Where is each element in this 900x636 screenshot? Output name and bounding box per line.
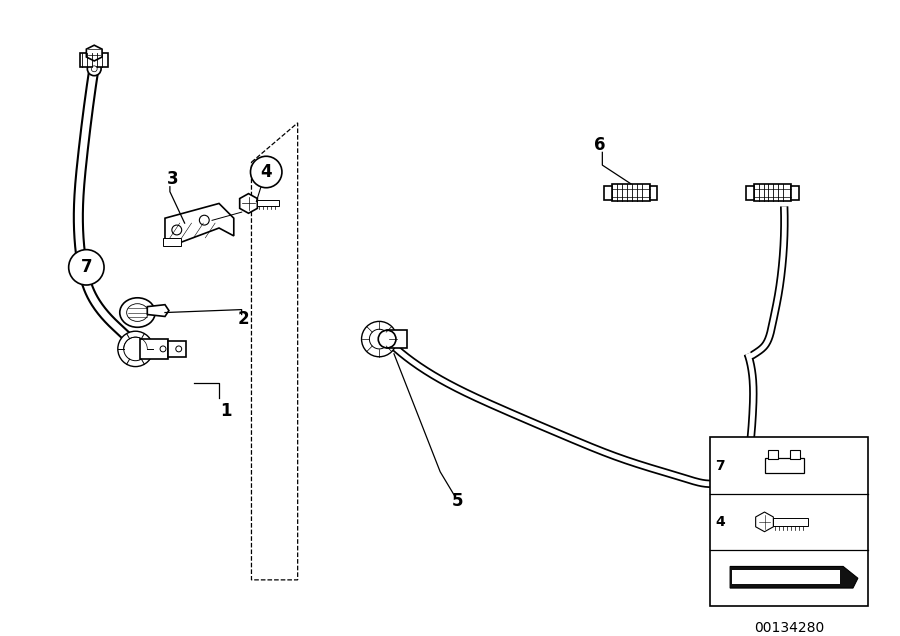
- Circle shape: [172, 225, 182, 235]
- Bar: [387, 330, 407, 348]
- Bar: [650, 186, 657, 200]
- Polygon shape: [165, 204, 234, 243]
- Bar: [140, 339, 168, 359]
- Bar: [790, 450, 800, 459]
- Bar: [746, 186, 753, 200]
- Text: 00134280: 00134280: [754, 621, 824, 635]
- Circle shape: [176, 346, 182, 352]
- Circle shape: [200, 215, 209, 225]
- Circle shape: [160, 346, 166, 352]
- Text: 4: 4: [260, 163, 272, 181]
- Bar: [753, 184, 791, 202]
- Circle shape: [362, 321, 397, 357]
- Polygon shape: [730, 567, 858, 588]
- Text: 3: 3: [167, 170, 179, 188]
- Bar: [612, 184, 650, 202]
- Bar: [791, 186, 799, 200]
- Circle shape: [250, 156, 282, 188]
- Bar: [764, 458, 804, 473]
- Text: 7: 7: [716, 459, 725, 473]
- Ellipse shape: [127, 304, 148, 321]
- Bar: [769, 450, 778, 459]
- Circle shape: [123, 344, 143, 364]
- Circle shape: [68, 250, 104, 285]
- Polygon shape: [756, 512, 773, 532]
- Text: 2: 2: [238, 310, 249, 328]
- Text: 7: 7: [80, 258, 92, 276]
- Circle shape: [118, 331, 153, 366]
- Text: 1: 1: [220, 402, 231, 420]
- Circle shape: [369, 329, 389, 349]
- Bar: [257, 200, 279, 207]
- Bar: [604, 186, 612, 200]
- Circle shape: [91, 66, 97, 72]
- Text: 5: 5: [452, 492, 464, 510]
- Circle shape: [378, 330, 396, 348]
- Bar: [773, 518, 808, 526]
- Bar: [732, 570, 841, 584]
- Polygon shape: [239, 193, 257, 213]
- Bar: [168, 341, 185, 357]
- Circle shape: [123, 337, 148, 361]
- Text: 6: 6: [594, 137, 605, 155]
- Polygon shape: [86, 45, 102, 61]
- Bar: [80, 53, 108, 67]
- Polygon shape: [148, 305, 169, 317]
- Bar: [710, 438, 868, 606]
- Text: 4: 4: [716, 515, 725, 529]
- Bar: [163, 238, 181, 245]
- Ellipse shape: [120, 298, 155, 328]
- Circle shape: [87, 62, 101, 76]
